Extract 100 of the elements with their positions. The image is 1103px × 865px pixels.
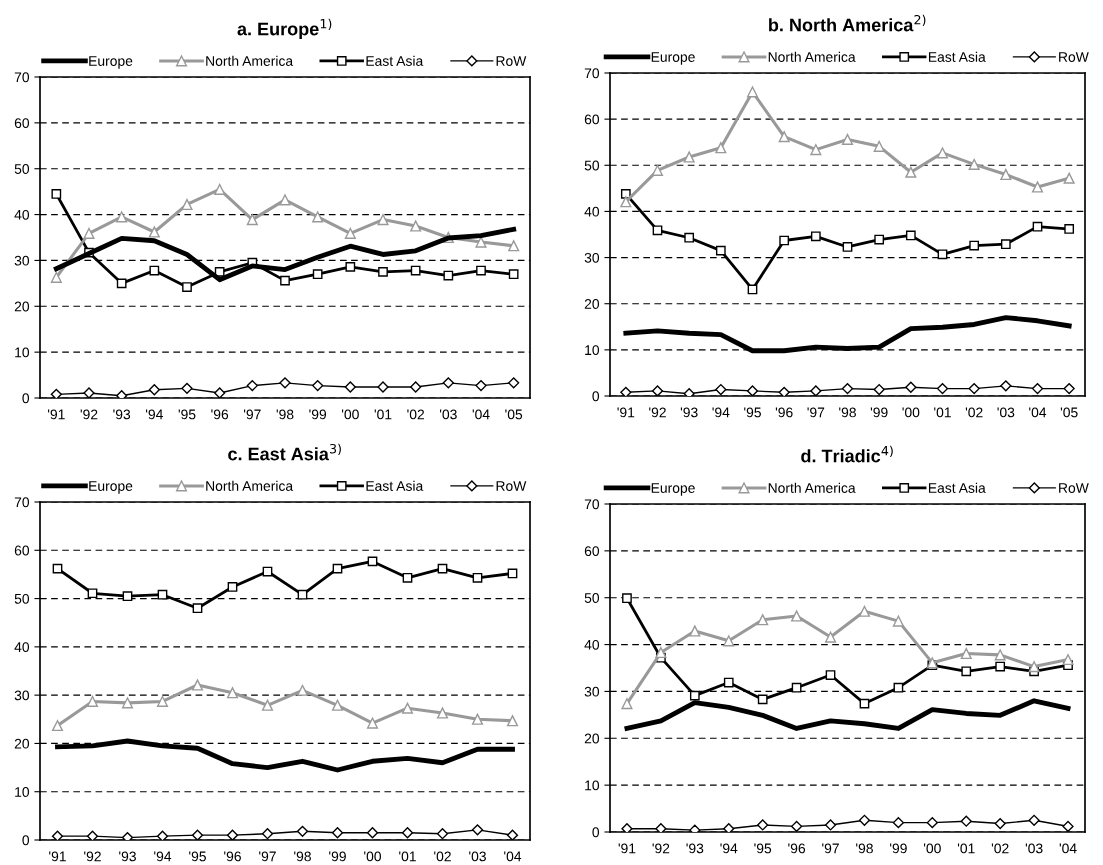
x-tick-label: '99 bbox=[870, 407, 888, 418]
x-tick-label: '96 bbox=[775, 407, 793, 418]
chart-title: a. Europe$^{1)}$ bbox=[237, 18, 332, 39]
y-tick-label: 0 bbox=[22, 835, 30, 846]
x-tick-label: '92 bbox=[652, 843, 670, 854]
y-tick-label: 10 bbox=[585, 345, 600, 356]
x-tick-label: '01 bbox=[374, 409, 392, 420]
x-tick-label: '94 bbox=[154, 851, 172, 862]
y-tick-label: 0 bbox=[22, 393, 30, 404]
x-tick-label: '03 bbox=[1025, 843, 1043, 854]
legend-label: Europe bbox=[651, 483, 695, 496]
legend-label: North America bbox=[206, 480, 294, 491]
x-tick-label: '95 bbox=[744, 407, 761, 418]
x-tick-label: '01 bbox=[934, 407, 951, 418]
legend-label: East Asia bbox=[366, 55, 424, 66]
legend-label: RoW bbox=[496, 56, 527, 66]
y-tick-label: 0 bbox=[592, 827, 600, 838]
x-tick-label: '99 bbox=[890, 843, 907, 854]
x-tick-label: '99 bbox=[309, 409, 327, 420]
x-tick-label: '04 bbox=[472, 409, 490, 420]
x-tick-label: '98 bbox=[294, 851, 311, 862]
x-tick-label: '96 bbox=[211, 409, 229, 420]
x-tick-label: '02 bbox=[965, 407, 983, 418]
x-tick-label: '02 bbox=[434, 851, 451, 862]
x-tick-label: '98 bbox=[839, 407, 856, 418]
y-tick-label: 60 bbox=[14, 118, 30, 129]
y-tick-label: 70 bbox=[14, 497, 30, 508]
x-tick-label: '99 bbox=[329, 851, 346, 862]
x-tick-label: '91 bbox=[617, 407, 635, 418]
y-tick-label: 30 bbox=[584, 252, 600, 263]
x-tick-label: '00 bbox=[341, 409, 359, 420]
y-tick-label: 30 bbox=[584, 686, 600, 697]
x-tick-label: '93 bbox=[113, 409, 131, 420]
legend-label: RoW bbox=[1059, 52, 1089, 62]
x-tick-label: '01 bbox=[957, 843, 975, 854]
x-tick-label: '05 bbox=[1060, 407, 1078, 418]
y-tick-label: 70 bbox=[14, 72, 30, 83]
x-tick-label: '94 bbox=[720, 843, 738, 854]
legend-label: North America bbox=[206, 55, 294, 66]
x-tick-label: '97 bbox=[243, 409, 261, 420]
legend-label: Europe bbox=[651, 52, 695, 65]
legend-label: RoW bbox=[1059, 483, 1089, 493]
y-tick-label: 30 bbox=[14, 255, 30, 266]
x-tick-label: '97 bbox=[807, 407, 825, 418]
y-tick-label: 60 bbox=[584, 546, 600, 557]
x-tick-label: '02 bbox=[407, 409, 425, 420]
y-tick-label: 70 bbox=[584, 499, 600, 510]
chart-title: c. East Asia$^{3)}$ bbox=[228, 443, 341, 461]
x-tick-label: '93 bbox=[686, 843, 704, 854]
x-tick-label: '03 bbox=[439, 409, 457, 420]
y-tick-label: 40 bbox=[584, 206, 600, 217]
x-tick-label: '91 bbox=[618, 843, 636, 854]
x-tick-label: '95 bbox=[754, 843, 772, 854]
y-tick-label: 30 bbox=[14, 690, 30, 701]
legend-label: RoW bbox=[496, 481, 527, 491]
x-tick-label: '98 bbox=[276, 409, 294, 420]
x-tick-label: '03 bbox=[469, 851, 486, 862]
x-tick-label: '93 bbox=[119, 851, 136, 862]
x-tick-label: '95 bbox=[189, 851, 206, 862]
chart-title: b. North America$^{2)}$ bbox=[769, 14, 926, 32]
y-tick-label: 10 bbox=[15, 347, 30, 358]
legend-label: North America bbox=[768, 51, 856, 62]
x-tick-label: '98 bbox=[856, 843, 873, 854]
x-tick-label: '05 bbox=[505, 409, 523, 420]
y-tick-label: 50 bbox=[14, 164, 30, 174]
x-tick-label: '95 bbox=[178, 409, 196, 420]
x-tick-label: '00 bbox=[902, 407, 920, 418]
legend-label: North America bbox=[768, 482, 856, 493]
x-tick-label: '94 bbox=[712, 407, 730, 418]
legend-label: East Asia bbox=[928, 482, 986, 493]
x-tick-label: '96 bbox=[788, 843, 806, 854]
y-tick-label: 50 bbox=[14, 593, 30, 604]
x-tick-label: '02 bbox=[991, 843, 1009, 854]
x-tick-label: '92 bbox=[84, 851, 101, 862]
legend-label: East Asia bbox=[928, 51, 986, 62]
y-tick-label: 60 bbox=[14, 545, 30, 556]
y-tick-label: 50 bbox=[584, 593, 600, 603]
x-tick-label: '00 bbox=[364, 851, 382, 862]
y-tick-label: 60 bbox=[584, 114, 600, 125]
y-tick-label: 40 bbox=[584, 639, 600, 650]
x-tick-label: '91 bbox=[49, 851, 66, 862]
y-tick-label: 10 bbox=[15, 787, 30, 797]
x-tick-label: '94 bbox=[145, 409, 163, 420]
x-tick-label: '04 bbox=[504, 851, 522, 862]
y-tick-label: 0 bbox=[592, 391, 600, 402]
x-tick-label: '91 bbox=[47, 409, 65, 420]
legend-label: Europe bbox=[89, 481, 133, 494]
x-tick-label: '92 bbox=[80, 409, 98, 420]
x-tick-label: '01 bbox=[399, 851, 416, 862]
x-tick-label: '92 bbox=[649, 407, 666, 418]
x-tick-label: '97 bbox=[259, 851, 276, 862]
x-tick-label: '96 bbox=[224, 851, 241, 862]
legend-label: Europe bbox=[89, 56, 133, 69]
y-tick-label: 20 bbox=[14, 738, 30, 749]
x-tick-label: '00 bbox=[923, 843, 941, 854]
y-tick-label: 40 bbox=[14, 642, 30, 653]
y-tick-label: 40 bbox=[14, 209, 30, 220]
y-tick-label: 20 bbox=[584, 733, 600, 744]
x-tick-label: '04 bbox=[1029, 407, 1047, 418]
y-tick-label: 20 bbox=[14, 301, 30, 312]
